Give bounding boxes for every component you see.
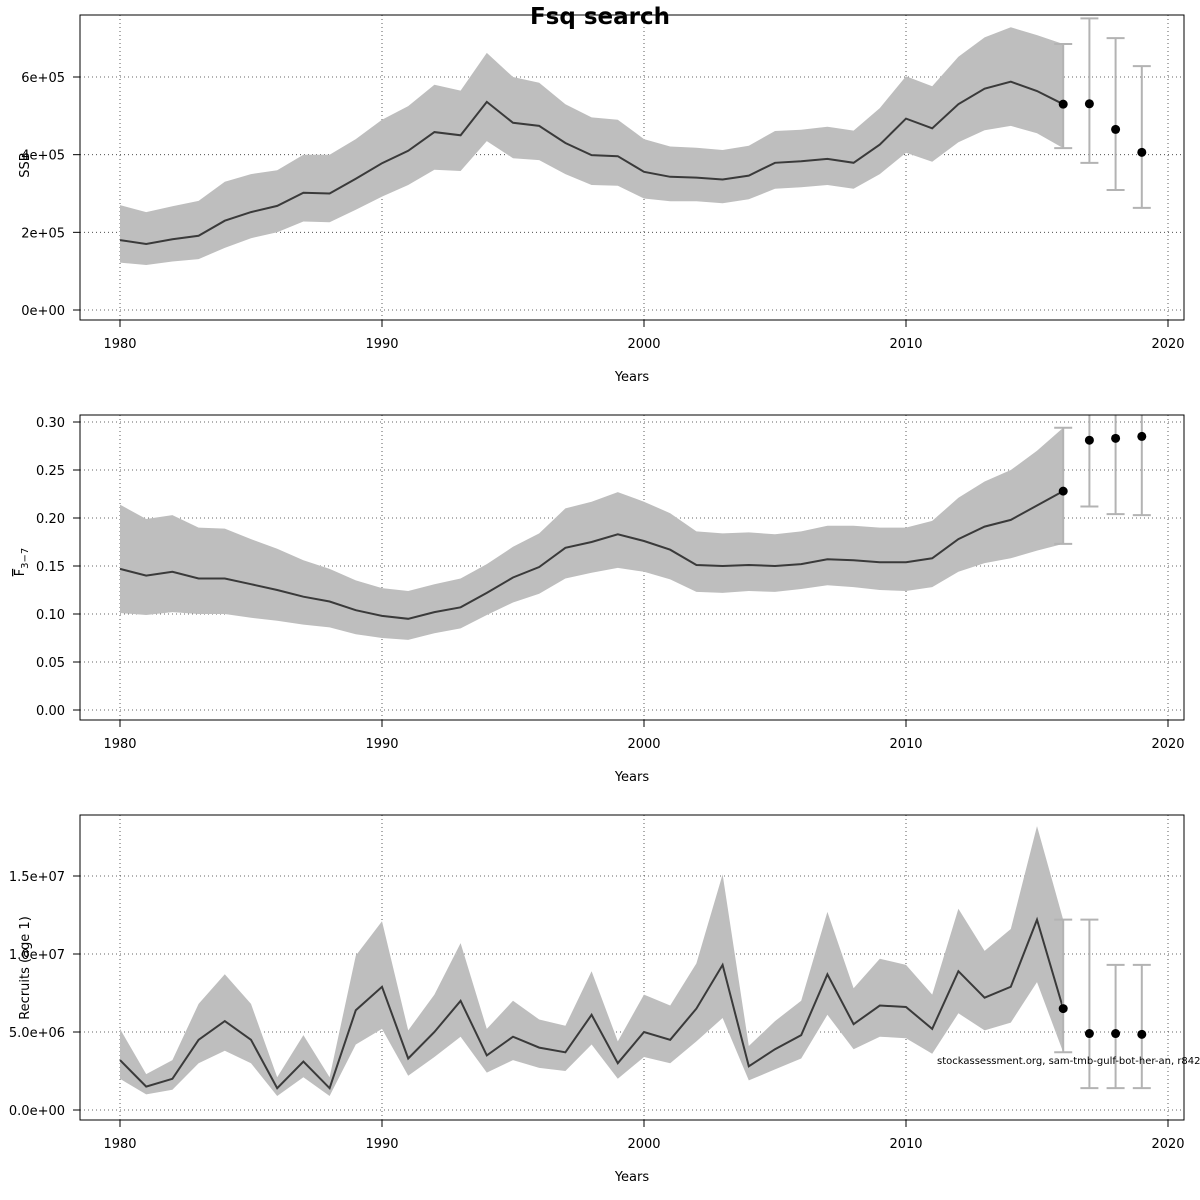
forecast-point [1137,431,1147,441]
ssb-panel: 1980 1990 2000 2010 2020 0e+00 2e+05 4e+05 6e+05… [18,14,1185,385]
y-tick-label: 4e+05 [21,149,65,164]
x-tick-label: 2020 [1151,1137,1184,1152]
x-tick-label: 2000 [627,1137,660,1152]
x-tick-label: 1980 [103,337,136,352]
confidence-band [120,427,1064,640]
x-tick-label: 2010 [889,337,922,352]
y-tick-label: 0.20 [36,512,65,527]
confidence-band [120,27,1064,265]
forecast-point [1058,1004,1068,1014]
y-tick-label: 1.0e+07 [9,948,65,963]
forecast-point [1084,435,1094,445]
x-tick-label: 1980 [103,1137,136,1152]
x-axis-label: Years [614,370,650,385]
x-tick-label: 1990 [365,737,398,752]
x-axis-label: Years [614,1170,650,1185]
y-tick-label: 2e+05 [21,226,65,241]
y-tick-label: 0.00 [36,704,65,719]
x-tick-label: 2000 [627,337,660,352]
y-tick-label: 6e+05 [21,71,65,86]
recruits-panel: 1980 1990 2000 2010 2020 0.0e+00 5.0e+06 1.0e+0… [9,814,1185,1185]
y-tick-label: 0.05 [36,656,65,671]
x-tick-label: 2010 [889,1137,922,1152]
x-tick-label: 2000 [627,737,660,752]
y-tick-label: 0.25 [36,464,65,479]
estimate-line [119,80,1064,246]
forecast-point [1137,147,1147,157]
x-tick-label: 1990 [365,1137,398,1152]
plot-frame [79,14,1185,321]
x-tick-label: 2020 [1151,337,1184,352]
forecast-point [1084,99,1094,109]
plot-frame [79,814,1185,1121]
y-axis-label: Recruits (age 1) [18,916,33,1020]
fishing-mortality-panel: 1980 1990 2000 2010 2020 0.00 0.05 0.10 0.15 0.20… [13,414,1185,785]
confidence-band [120,826,1064,1096]
plot-area [119,415,1151,640]
y-tick-label: 0.0e+00 [9,1104,65,1119]
plot-area [119,826,1151,1096]
y-axis-label: F3−7 [13,548,31,577]
y-tick-label: 0.10 [36,608,65,623]
forecast-point [1058,486,1068,496]
credit-note: stockassessment.org, sam-tmb-gulf-bot-he… [937,1056,1200,1067]
forecast-point [1084,1029,1094,1039]
y-tick-label: 0.15 [36,560,65,575]
forecast-point [1111,1029,1121,1039]
y-tick-label: 0e+00 [21,304,65,319]
estimate-line [119,490,1064,620]
x-tick-label: 1990 [365,337,398,352]
x-axis-label: Years [614,770,650,785]
y-tick-label: 0.30 [36,416,65,431]
forecast-point [1058,99,1068,109]
plot-frame [79,414,1185,721]
x-tick-label: 1980 [103,737,136,752]
forecast-point [1111,124,1121,134]
forecast-point [1111,433,1121,443]
chart-title: Fsq search [530,4,670,30]
y-axis-label: SSB [18,152,33,177]
plot-area [119,17,1151,265]
x-tick-label: 2020 [1151,737,1184,752]
x-tick-label: 2010 [889,737,922,752]
y-tick-label: 1.5e+07 [9,870,65,885]
y-tick-label: 5.0e+06 [9,1026,65,1041]
estimate-line [119,916,1065,1091]
forecast-point [1137,1029,1147,1039]
